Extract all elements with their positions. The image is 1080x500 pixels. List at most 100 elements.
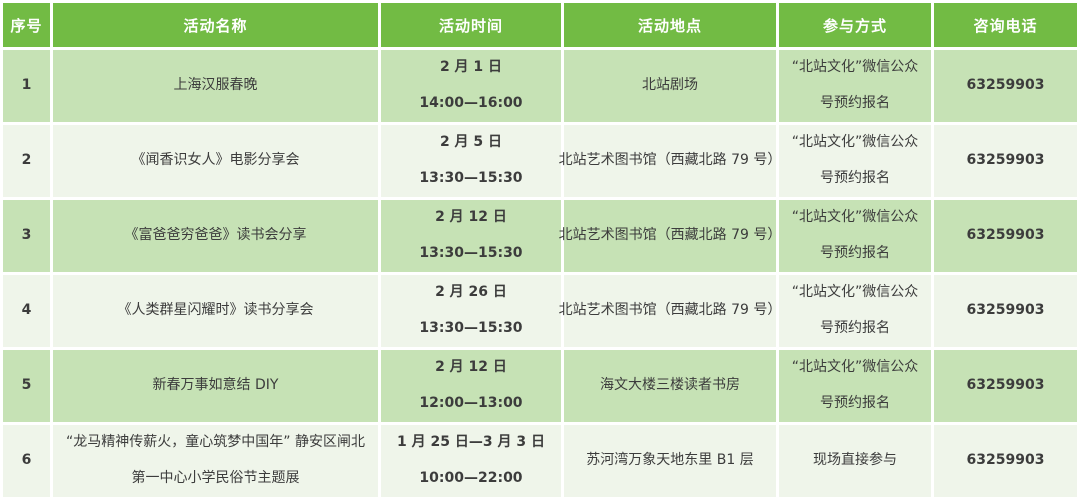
activity-name: 上海汉服春晚 bbox=[173, 77, 258, 94]
cell-activity-time: 2 月 12 日 13:30—15:30 bbox=[381, 200, 561, 272]
activity-name: 《人类群星闪耀时》读书分享会 bbox=[117, 302, 314, 319]
column-header-serial: 序号 bbox=[3, 3, 50, 47]
serial-number: 4 bbox=[21, 302, 32, 319]
cell-activity-name: “龙马精神传薪火，童心筑梦中国年” 静安区闸北 第一中心小学民俗节主题展 bbox=[53, 425, 378, 497]
cell-activity-name: 新春万事如意结 DIY bbox=[53, 350, 378, 422]
cell-activity-name: 《人类群星闪耀时》读书分享会 bbox=[53, 275, 378, 347]
cell-serial: 4 bbox=[3, 275, 50, 347]
activity-date: 2 月 5 日 bbox=[439, 134, 503, 151]
cell-method: “北站文化”微信公众 号预约报名 bbox=[779, 125, 931, 197]
cell-activity-time: 2 月 1 日 14:00—16:00 bbox=[381, 50, 561, 122]
activity-place: 北站艺术图书馆（西藏北路 79 号） bbox=[558, 152, 782, 169]
method-line: 号预约报名 bbox=[820, 395, 890, 412]
activity-place: 北站艺术图书馆（西藏北路 79 号） bbox=[558, 302, 782, 319]
phone-number: 63259903 bbox=[966, 452, 1045, 469]
phone-number: 63259903 bbox=[966, 227, 1045, 244]
column-header-phone: 咨询电话 bbox=[934, 3, 1077, 47]
table-row: 6 “龙马精神传薪火，童心筑梦中国年” 静安区闸北 第一中心小学民俗节主题展 1 … bbox=[3, 425, 1077, 497]
column-header-method: 参与方式 bbox=[779, 3, 931, 47]
method-line: 号预约报名 bbox=[820, 320, 890, 337]
activity-place: 海文大楼三楼读者书房 bbox=[600, 377, 740, 394]
table-row: 5 新春万事如意结 DIY 2 月 12 日 12:00—13:00 海文大楼三楼… bbox=[3, 350, 1077, 422]
activity-hours: 10:00—22:00 bbox=[419, 470, 523, 487]
cell-activity-time: 2 月 12 日 12:00—13:00 bbox=[381, 350, 561, 422]
method-line: 号预约报名 bbox=[820, 245, 890, 262]
header-row: 序号 活动名称 活动时间 活动地点 参与方式 咨询电话 bbox=[3, 3, 1077, 47]
cell-activity-place: 海文大楼三楼读者书房 bbox=[564, 350, 776, 422]
cell-activity-name: 《闻香识女人》电影分享会 bbox=[53, 125, 378, 197]
cell-serial: 5 bbox=[3, 350, 50, 422]
cell-method: “北站文化”微信公众 号预约报名 bbox=[779, 350, 931, 422]
cell-serial: 3 bbox=[3, 200, 50, 272]
activity-date: 2 月 12 日 bbox=[435, 209, 507, 226]
activity-hours: 13:30—15:30 bbox=[419, 245, 523, 262]
cell-serial: 6 bbox=[3, 425, 50, 497]
cell-activity-name: 《富爸爸穷爸爸》读书会分享 bbox=[53, 200, 378, 272]
method-line: 现场直接参与 bbox=[813, 452, 897, 469]
activity-name: “龙马精神传薪火，童心筑梦中国年” 静安区闸北 bbox=[66, 434, 365, 451]
table-body: 1 上海汉服春晚 2 月 1 日 14:00—16:00 北站剧场 “北站文化”微… bbox=[3, 50, 1077, 497]
activity-name: 《富爸爸穷爸爸》读书会分享 bbox=[124, 227, 307, 244]
cell-method: “北站文化”微信公众 号预约报名 bbox=[779, 275, 931, 347]
cell-activity-place: 北站剧场 bbox=[564, 50, 776, 122]
activity-date: 1 月 25 日—3 月 3 日 bbox=[397, 434, 545, 451]
activity-hours: 13:30—15:30 bbox=[419, 170, 523, 187]
activity-name: 《闻香识女人》电影分享会 bbox=[131, 152, 300, 169]
method-line: 号预约报名 bbox=[820, 170, 890, 187]
cell-activity-place: 北站艺术图书馆（西藏北路 79 号） bbox=[559, 125, 781, 197]
cell-phone: 63259903 bbox=[934, 350, 1077, 422]
serial-number: 5 bbox=[21, 377, 32, 394]
activity-hours: 12:00—13:00 bbox=[419, 395, 523, 412]
activity-date: 2 月 26 日 bbox=[435, 284, 507, 301]
activity-place: 北站剧场 bbox=[642, 77, 698, 94]
table-row: 2 《闻香识女人》电影分享会 2 月 5 日 13:30—15:30 北站艺术图书… bbox=[3, 125, 1077, 197]
phone-number: 63259903 bbox=[966, 302, 1045, 319]
activity-place: 北站艺术图书馆（西藏北路 79 号） bbox=[558, 227, 782, 244]
activity-place: 苏河湾万象天地东里 B1 层 bbox=[586, 452, 754, 469]
cell-phone: 63259903 bbox=[934, 275, 1077, 347]
activity-date: 2 月 12 日 bbox=[435, 359, 507, 376]
method-line: “北站文化”微信公众 bbox=[791, 359, 919, 376]
method-line: 号预约报名 bbox=[820, 95, 890, 112]
phone-number: 63259903 bbox=[966, 152, 1045, 169]
method-line: “北站文化”微信公众 bbox=[791, 59, 919, 76]
cell-phone: 63259903 bbox=[934, 125, 1077, 197]
cell-activity-time: 2 月 26 日 13:30—15:30 bbox=[381, 275, 561, 347]
table-row: 3 《富爸爸穷爸爸》读书会分享 2 月 12 日 13:30—15:30 北站艺术… bbox=[3, 200, 1077, 272]
table-header: 序号 活动名称 活动时间 活动地点 参与方式 咨询电话 bbox=[3, 3, 1077, 47]
cell-serial: 2 bbox=[3, 125, 50, 197]
cell-phone: 63259903 bbox=[934, 200, 1077, 272]
activity-hours: 14:00—16:00 bbox=[419, 95, 523, 112]
activity-name: 新春万事如意结 DIY bbox=[152, 377, 279, 394]
table-row: 1 上海汉服春晚 2 月 1 日 14:00—16:00 北站剧场 “北站文化”微… bbox=[3, 50, 1077, 122]
cell-method: 现场直接参与 bbox=[779, 425, 931, 497]
cell-activity-place: 苏河湾万象天地东里 B1 层 bbox=[564, 425, 776, 497]
method-line: “北站文化”微信公众 bbox=[791, 209, 919, 226]
cell-activity-time: 2 月 5 日 13:30—15:30 bbox=[381, 125, 561, 197]
cell-method: “北站文化”微信公众 号预约报名 bbox=[779, 50, 931, 122]
phone-number: 63259903 bbox=[966, 77, 1045, 94]
phone-number: 63259903 bbox=[966, 377, 1045, 394]
cell-serial: 1 bbox=[3, 50, 50, 122]
cell-phone: 63259903 bbox=[934, 425, 1077, 497]
cell-activity-place: 北站艺术图书馆（西藏北路 79 号） bbox=[559, 275, 781, 347]
serial-number: 6 bbox=[21, 452, 32, 469]
activity-date: 2 月 1 日 bbox=[439, 59, 503, 76]
cell-activity-time: 1 月 25 日—3 月 3 日 10:00—22:00 bbox=[381, 425, 561, 497]
activity-hours: 13:30—15:30 bbox=[419, 320, 523, 337]
method-line: “北站文化”微信公众 bbox=[791, 284, 919, 301]
activity-name: 第一中心小学民俗节主题展 bbox=[131, 470, 300, 487]
serial-number: 2 bbox=[21, 152, 32, 169]
cell-activity-place: 北站艺术图书馆（西藏北路 79 号） bbox=[559, 200, 781, 272]
method-line: “北站文化”微信公众 bbox=[791, 134, 919, 151]
serial-number: 1 bbox=[21, 77, 32, 94]
cell-method: “北站文化”微信公众 号预约报名 bbox=[779, 200, 931, 272]
column-header-activity-time: 活动时间 bbox=[381, 3, 561, 47]
cell-phone: 63259903 bbox=[934, 50, 1077, 122]
table-row: 4 《人类群星闪耀时》读书分享会 2 月 26 日 13:30—15:30 北站艺… bbox=[3, 275, 1077, 347]
serial-number: 3 bbox=[21, 227, 32, 244]
column-header-activity-place: 活动地点 bbox=[564, 3, 776, 47]
cell-activity-name: 上海汉服春晚 bbox=[53, 50, 378, 122]
column-header-activity-name: 活动名称 bbox=[53, 3, 378, 47]
